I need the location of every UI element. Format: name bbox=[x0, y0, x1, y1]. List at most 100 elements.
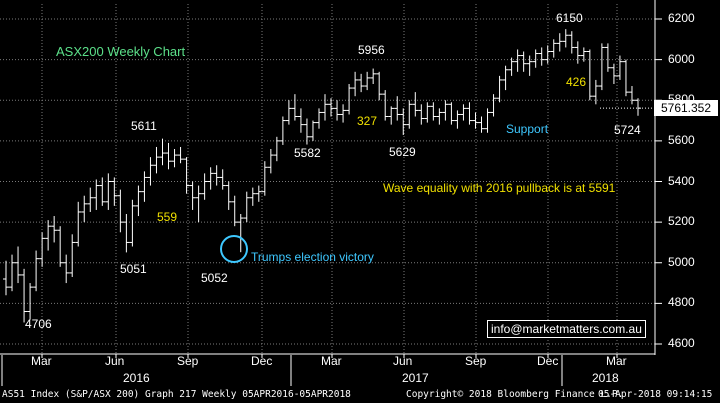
ohlc-bar bbox=[604, 43, 611, 72]
label-327: 327 bbox=[357, 114, 378, 128]
ohlc-bar bbox=[574, 41, 581, 64]
ohlc-bar bbox=[237, 214, 244, 253]
ohlc-bar bbox=[472, 112, 479, 129]
ohlc-bar bbox=[592, 79, 599, 105]
x-tick-label-6: Sep bbox=[465, 354, 487, 368]
ohlc-bar bbox=[478, 116, 485, 133]
ohlc-bar bbox=[328, 98, 335, 117]
y-tick-label-6000: 6000 bbox=[668, 51, 695, 66]
ohlc-bar bbox=[291, 94, 298, 121]
ohlc-bar bbox=[207, 167, 214, 190]
x-tick-label-1: Jun bbox=[105, 354, 125, 368]
ohlc-bar bbox=[580, 47, 587, 62]
label-5582: 5582 bbox=[294, 146, 321, 160]
ohlc-bar bbox=[75, 201, 82, 247]
ohlc-bar bbox=[165, 142, 172, 170]
ohlc-bar bbox=[147, 157, 154, 186]
ohlc-bar bbox=[598, 43, 605, 91]
ohlc-bar bbox=[538, 47, 545, 66]
election-label: Trumps election victory bbox=[251, 250, 374, 264]
ohlc-bar bbox=[586, 49, 593, 101]
ohlc-bar bbox=[448, 102, 455, 125]
ohlc-bar bbox=[490, 94, 497, 117]
ohlc-bar bbox=[135, 185, 142, 217]
ohlc-bar bbox=[261, 161, 268, 196]
y-tick-label-5600: 5600 bbox=[668, 132, 695, 147]
ohlc-bar bbox=[358, 73, 365, 93]
ohlc-bar bbox=[466, 102, 473, 125]
wave-equality-note: Wave equality with 2016 pullback is at 5… bbox=[383, 181, 616, 195]
ohlc-bar bbox=[442, 100, 449, 121]
ohlc-bar bbox=[111, 177, 118, 206]
ohlc-bar bbox=[430, 102, 437, 121]
y-tick-label-5400: 5400 bbox=[668, 173, 695, 188]
ohlc-bar bbox=[267, 149, 274, 174]
ohlc-bar bbox=[27, 283, 34, 320]
ohlc-bar bbox=[123, 214, 130, 253]
ohlc-bar bbox=[303, 118, 310, 145]
ohlc-bar bbox=[635, 98, 641, 116]
label-4706: 4706 bbox=[25, 317, 52, 331]
ohlc-bar bbox=[51, 216, 58, 243]
label-5629: 5629 bbox=[389, 145, 416, 159]
ohlc-bar bbox=[93, 179, 100, 210]
ohlc-bar bbox=[562, 29, 569, 48]
contact-email[interactable]: info@marketmatters.com.au bbox=[487, 320, 646, 338]
election-marker-circle bbox=[220, 235, 248, 263]
ohlc-bar bbox=[159, 138, 166, 166]
ohlc-bar bbox=[279, 116, 286, 145]
x-tick-label-3: Dec bbox=[251, 354, 273, 368]
ohlc-bar bbox=[388, 106, 395, 125]
ohlc-bar bbox=[622, 59, 629, 97]
year-label-2017: 2017 bbox=[402, 371, 429, 385]
ohlc-bar bbox=[315, 108, 322, 129]
ohlc-bar bbox=[514, 49, 521, 72]
ohlc-bar bbox=[544, 45, 551, 64]
footer-copyright: Copyright© 2018 Bloomberg Finance L.P. bbox=[406, 389, 624, 400]
ohlc-bar bbox=[273, 136, 280, 162]
x-tick-label-0: Mar bbox=[31, 354, 52, 368]
ohlc-bar bbox=[616, 55, 623, 80]
last-price-badge: 5761.352 bbox=[654, 100, 718, 116]
ohlc-bar bbox=[550, 39, 557, 58]
ohlc-bar bbox=[418, 104, 425, 125]
ohlc-bar bbox=[213, 165, 220, 186]
ohlc-bar bbox=[201, 173, 208, 200]
x-tick-label-7: Dec bbox=[537, 354, 559, 368]
ohlc-bar bbox=[129, 199, 136, 247]
x-tick-label-2: Sep bbox=[177, 354, 199, 368]
ohlc-bar bbox=[81, 195, 88, 223]
ohlc-bar bbox=[460, 104, 467, 121]
ohlc-bar bbox=[171, 149, 178, 168]
ohlc-bar bbox=[225, 181, 232, 210]
ohlc-bar bbox=[153, 146, 160, 174]
ohlc-bar bbox=[526, 55, 533, 76]
year-label-2016: 2016 bbox=[123, 371, 150, 385]
x-tick-label-5: Jun bbox=[393, 354, 413, 368]
footer-series-info: AS51 Index (S&P/ASX 200) Graph 217 Weekl… bbox=[2, 389, 351, 400]
ohlc-bar bbox=[520, 51, 527, 72]
footer-timestamp: 05-Apr-2018 09:14:15 bbox=[598, 389, 713, 400]
ohlc-bar bbox=[183, 157, 190, 194]
ohlc-bar bbox=[412, 92, 419, 117]
ohlc-bar bbox=[249, 187, 256, 206]
chart-title: ASX200 Weekly Chart bbox=[56, 44, 186, 59]
ohlc-bar bbox=[243, 191, 250, 223]
ohlc-bar bbox=[309, 120, 316, 141]
ohlc-bar bbox=[87, 187, 94, 212]
ohlc-bar bbox=[568, 31, 575, 54]
y-tick-label-5200: 5200 bbox=[668, 214, 695, 229]
ohlc-bar bbox=[394, 96, 401, 121]
ohlc-bar bbox=[219, 169, 226, 190]
ohlc-bar bbox=[400, 108, 407, 135]
ohlc-bar bbox=[508, 57, 515, 76]
ohlc-bar bbox=[21, 268, 28, 323]
ohlc-bar bbox=[63, 254, 70, 284]
x-tick-label-4: Mar bbox=[321, 354, 342, 368]
ohlc-bar bbox=[454, 110, 461, 129]
y-tick-label-6200: 6200 bbox=[668, 11, 695, 25]
ohlc-bar bbox=[15, 246, 22, 284]
ohlc-bar bbox=[406, 100, 413, 129]
ohlc-bar bbox=[340, 104, 347, 123]
label-426: 426 bbox=[566, 75, 587, 89]
